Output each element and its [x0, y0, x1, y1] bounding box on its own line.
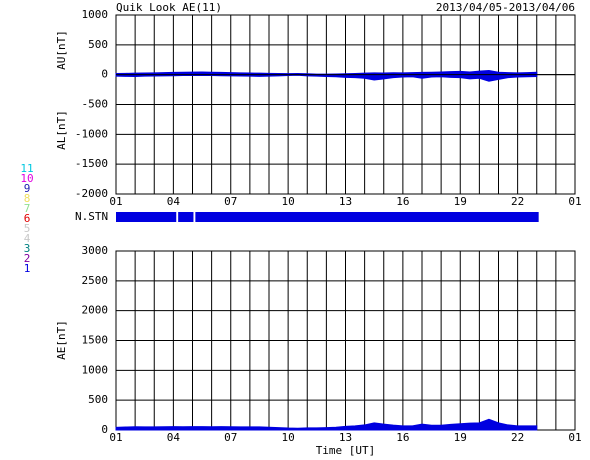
x-tick-label: 01: [568, 431, 581, 444]
title: Quik Look AE(11): [116, 1, 222, 14]
y-tick-label: 500: [88, 38, 108, 51]
y-axis-label: AU[nT]: [55, 30, 68, 70]
x-tick-label: 13: [339, 195, 352, 208]
area: [115, 418, 538, 431]
station-label: 11: [20, 162, 33, 175]
station-label: 9: [24, 182, 31, 195]
y-tick-label: -1500: [75, 157, 108, 170]
y-tick-label: 0: [101, 423, 108, 436]
x-tick-label: 22: [511, 195, 524, 208]
x-tick-label: 01: [568, 195, 581, 208]
y-tick-label: -500: [82, 98, 109, 111]
x-axis-label: Time [UT]: [316, 444, 376, 457]
y-axis-label: AE[nT]: [55, 320, 68, 360]
x-tick-label: 07: [224, 431, 237, 444]
y-tick-label: 1500: [82, 334, 109, 347]
area: [115, 69, 538, 76]
station-label: 7: [24, 202, 31, 215]
coverage-segment: [178, 212, 194, 222]
date-range: 2013/04/05-2013/04/06: [436, 1, 575, 14]
x-tick-label: 10: [282, 431, 295, 444]
y-tick-label: 500: [88, 393, 108, 406]
x-tick-label: 19: [454, 431, 467, 444]
y-tick-label: 1000: [82, 8, 109, 21]
x-tick-label: 04: [167, 195, 181, 208]
coverage-segment: [116, 212, 177, 222]
station-label: 2: [24, 252, 31, 265]
x-tick-label: 10: [282, 195, 295, 208]
area: [115, 74, 538, 82]
y-tick-label: 1000: [82, 363, 109, 376]
x-tick-label: 07: [224, 195, 237, 208]
station-label: 3: [24, 242, 31, 255]
station-label: 1: [24, 262, 31, 275]
timeline-label: N.STN: [75, 210, 108, 223]
x-tick-label: 16: [396, 195, 409, 208]
x-tick-label: 19: [454, 195, 467, 208]
x-tick-label: 22: [511, 431, 524, 444]
coverage-segment: [195, 212, 539, 222]
station-label: 4: [24, 232, 31, 245]
x-tick-label: 01: [109, 195, 122, 208]
station-label: 6: [24, 212, 31, 225]
y-tick-label: 0: [101, 68, 108, 81]
x-tick-label: 16: [396, 431, 409, 444]
x-tick-label: 04: [167, 431, 181, 444]
y-axis-label: AL[nT]: [55, 110, 68, 150]
station-label: 10: [20, 172, 33, 185]
y-tick-label: 2000: [82, 304, 109, 317]
x-tick-label: 13: [339, 431, 352, 444]
station-label: 8: [24, 192, 31, 205]
y-tick-label: -1000: [75, 127, 108, 140]
y-tick-label: -2000: [75, 187, 108, 200]
y-tick-label: 3000: [82, 244, 109, 257]
x-tick-label: 01: [109, 431, 122, 444]
y-tick-label: 2500: [82, 274, 109, 287]
station-label: 5: [24, 222, 31, 235]
